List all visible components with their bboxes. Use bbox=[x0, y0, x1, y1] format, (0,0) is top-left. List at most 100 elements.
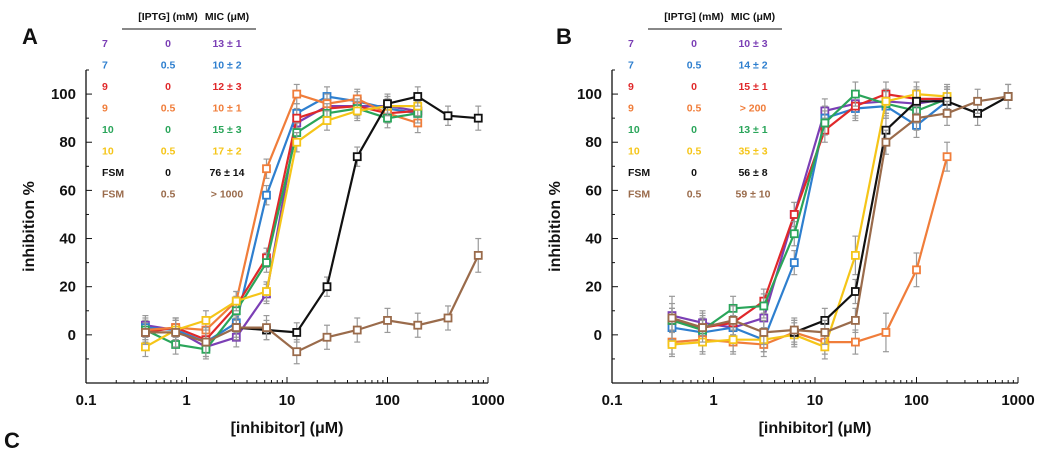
data-point bbox=[292, 89, 302, 99]
legend-iptg: 0 bbox=[691, 81, 697, 93]
data-point bbox=[698, 323, 707, 333]
data-point bbox=[231, 296, 241, 306]
data-point bbox=[912, 265, 921, 275]
data-point bbox=[473, 113, 483, 123]
series-group bbox=[141, 95, 423, 358]
series-group bbox=[141, 95, 423, 358]
series-line bbox=[671, 100, 948, 342]
legend-compound: 10 bbox=[628, 124, 640, 136]
series-group bbox=[667, 83, 1013, 346]
series-line bbox=[144, 104, 418, 348]
data-point bbox=[850, 89, 860, 99]
data-point bbox=[352, 325, 362, 335]
series-line bbox=[145, 104, 418, 342]
data-point bbox=[667, 340, 677, 349]
data-point bbox=[292, 113, 302, 123]
y-axis-title: inhibition % bbox=[547, 181, 564, 272]
data-point bbox=[912, 113, 921, 123]
data-point bbox=[443, 313, 453, 323]
series-group bbox=[231, 86, 483, 343]
data-point bbox=[850, 337, 860, 347]
x-tick-label: 10 bbox=[279, 392, 296, 409]
data-point bbox=[881, 328, 891, 337]
legend-mic: > 1000 bbox=[211, 189, 244, 201]
data-point bbox=[912, 96, 921, 106]
legend-iptg: 0.5 bbox=[687, 189, 702, 201]
series-line bbox=[671, 92, 948, 332]
data-point bbox=[383, 99, 392, 109]
panel-letter-c: C bbox=[4, 428, 20, 453]
legend-mic: 10 ± 1 bbox=[212, 103, 241, 115]
legend-mic: 76 ± 14 bbox=[210, 167, 245, 179]
data-point bbox=[973, 96, 983, 106]
data-point bbox=[728, 335, 738, 345]
series-group bbox=[141, 95, 423, 350]
legend-compound: FSM bbox=[628, 189, 650, 201]
legend-iptg: 0 bbox=[165, 167, 171, 179]
legend-iptg: 0 bbox=[165, 81, 171, 93]
data-point bbox=[881, 137, 891, 147]
legend-iptg: 0 bbox=[691, 124, 697, 136]
panel-letter: A bbox=[22, 24, 38, 49]
series-line bbox=[236, 95, 479, 334]
legend-compound: 9 bbox=[628, 103, 634, 115]
x-tick-label: 0.1 bbox=[76, 392, 97, 409]
data-point bbox=[413, 320, 423, 330]
data-point bbox=[292, 137, 302, 147]
data-point bbox=[789, 258, 799, 268]
legend-mic: 10 ± 3 bbox=[738, 38, 767, 50]
y-tick-label: 100 bbox=[577, 86, 602, 103]
data-point bbox=[473, 250, 483, 260]
data-point bbox=[850, 287, 860, 296]
data-point bbox=[292, 328, 302, 337]
legend-iptg: 0 bbox=[165, 38, 171, 50]
legend-compound: 7 bbox=[102, 60, 108, 72]
data-point bbox=[443, 111, 453, 121]
legend-compound: 10 bbox=[102, 124, 114, 136]
legend-compound: FSM bbox=[102, 189, 124, 201]
legend-mic: 59 ± 10 bbox=[736, 189, 771, 201]
series-line bbox=[145, 104, 418, 349]
data-point bbox=[820, 118, 830, 128]
legend-mic: 17 ± 2 bbox=[212, 146, 241, 158]
data-point bbox=[322, 282, 332, 292]
data-point bbox=[820, 328, 830, 337]
legend-iptg: 0.5 bbox=[161, 103, 176, 115]
legend-iptg: 0.5 bbox=[687, 103, 702, 115]
y-tick-label: 40 bbox=[585, 231, 602, 248]
data-point bbox=[759, 328, 769, 337]
legend-compound: 7 bbox=[628, 60, 634, 72]
data-point bbox=[413, 92, 423, 101]
legend-compound: 9 bbox=[628, 81, 634, 93]
data-point bbox=[231, 323, 241, 333]
data-point bbox=[352, 152, 362, 162]
data-point bbox=[201, 315, 211, 325]
legend-compound: 9 bbox=[102, 81, 108, 93]
panel-letter: B bbox=[556, 24, 572, 49]
x-tick-label: 1 bbox=[182, 392, 190, 409]
legend-compound: FSM bbox=[628, 167, 650, 179]
x-tick-label: 10 bbox=[807, 392, 824, 409]
series-line bbox=[671, 92, 948, 329]
series-line bbox=[793, 95, 1009, 334]
data-point bbox=[322, 332, 332, 342]
legend-mic: 15 ± 1 bbox=[738, 81, 767, 93]
y-tick-label: 80 bbox=[585, 134, 602, 151]
legend-iptg: 0.5 bbox=[687, 146, 702, 158]
legend-iptg: 0.5 bbox=[687, 60, 702, 72]
legend-header-iptg: [IPTG] (mM) bbox=[138, 11, 198, 23]
data-point bbox=[881, 96, 891, 106]
data-point bbox=[322, 116, 332, 125]
legend-header-mic: MIC (μM) bbox=[205, 11, 249, 23]
legend-mic: 35 ± 3 bbox=[738, 146, 767, 158]
series-line bbox=[671, 95, 1009, 334]
y-tick-label: 60 bbox=[585, 182, 602, 199]
data-point bbox=[667, 313, 677, 323]
legend-mic: > 200 bbox=[740, 103, 767, 115]
data-point bbox=[292, 347, 302, 357]
legend-compound: FSM bbox=[102, 167, 124, 179]
legend-compound: 9 bbox=[102, 103, 108, 115]
legend-mic: 13 ± 1 bbox=[212, 38, 241, 50]
data-point bbox=[262, 190, 271, 200]
